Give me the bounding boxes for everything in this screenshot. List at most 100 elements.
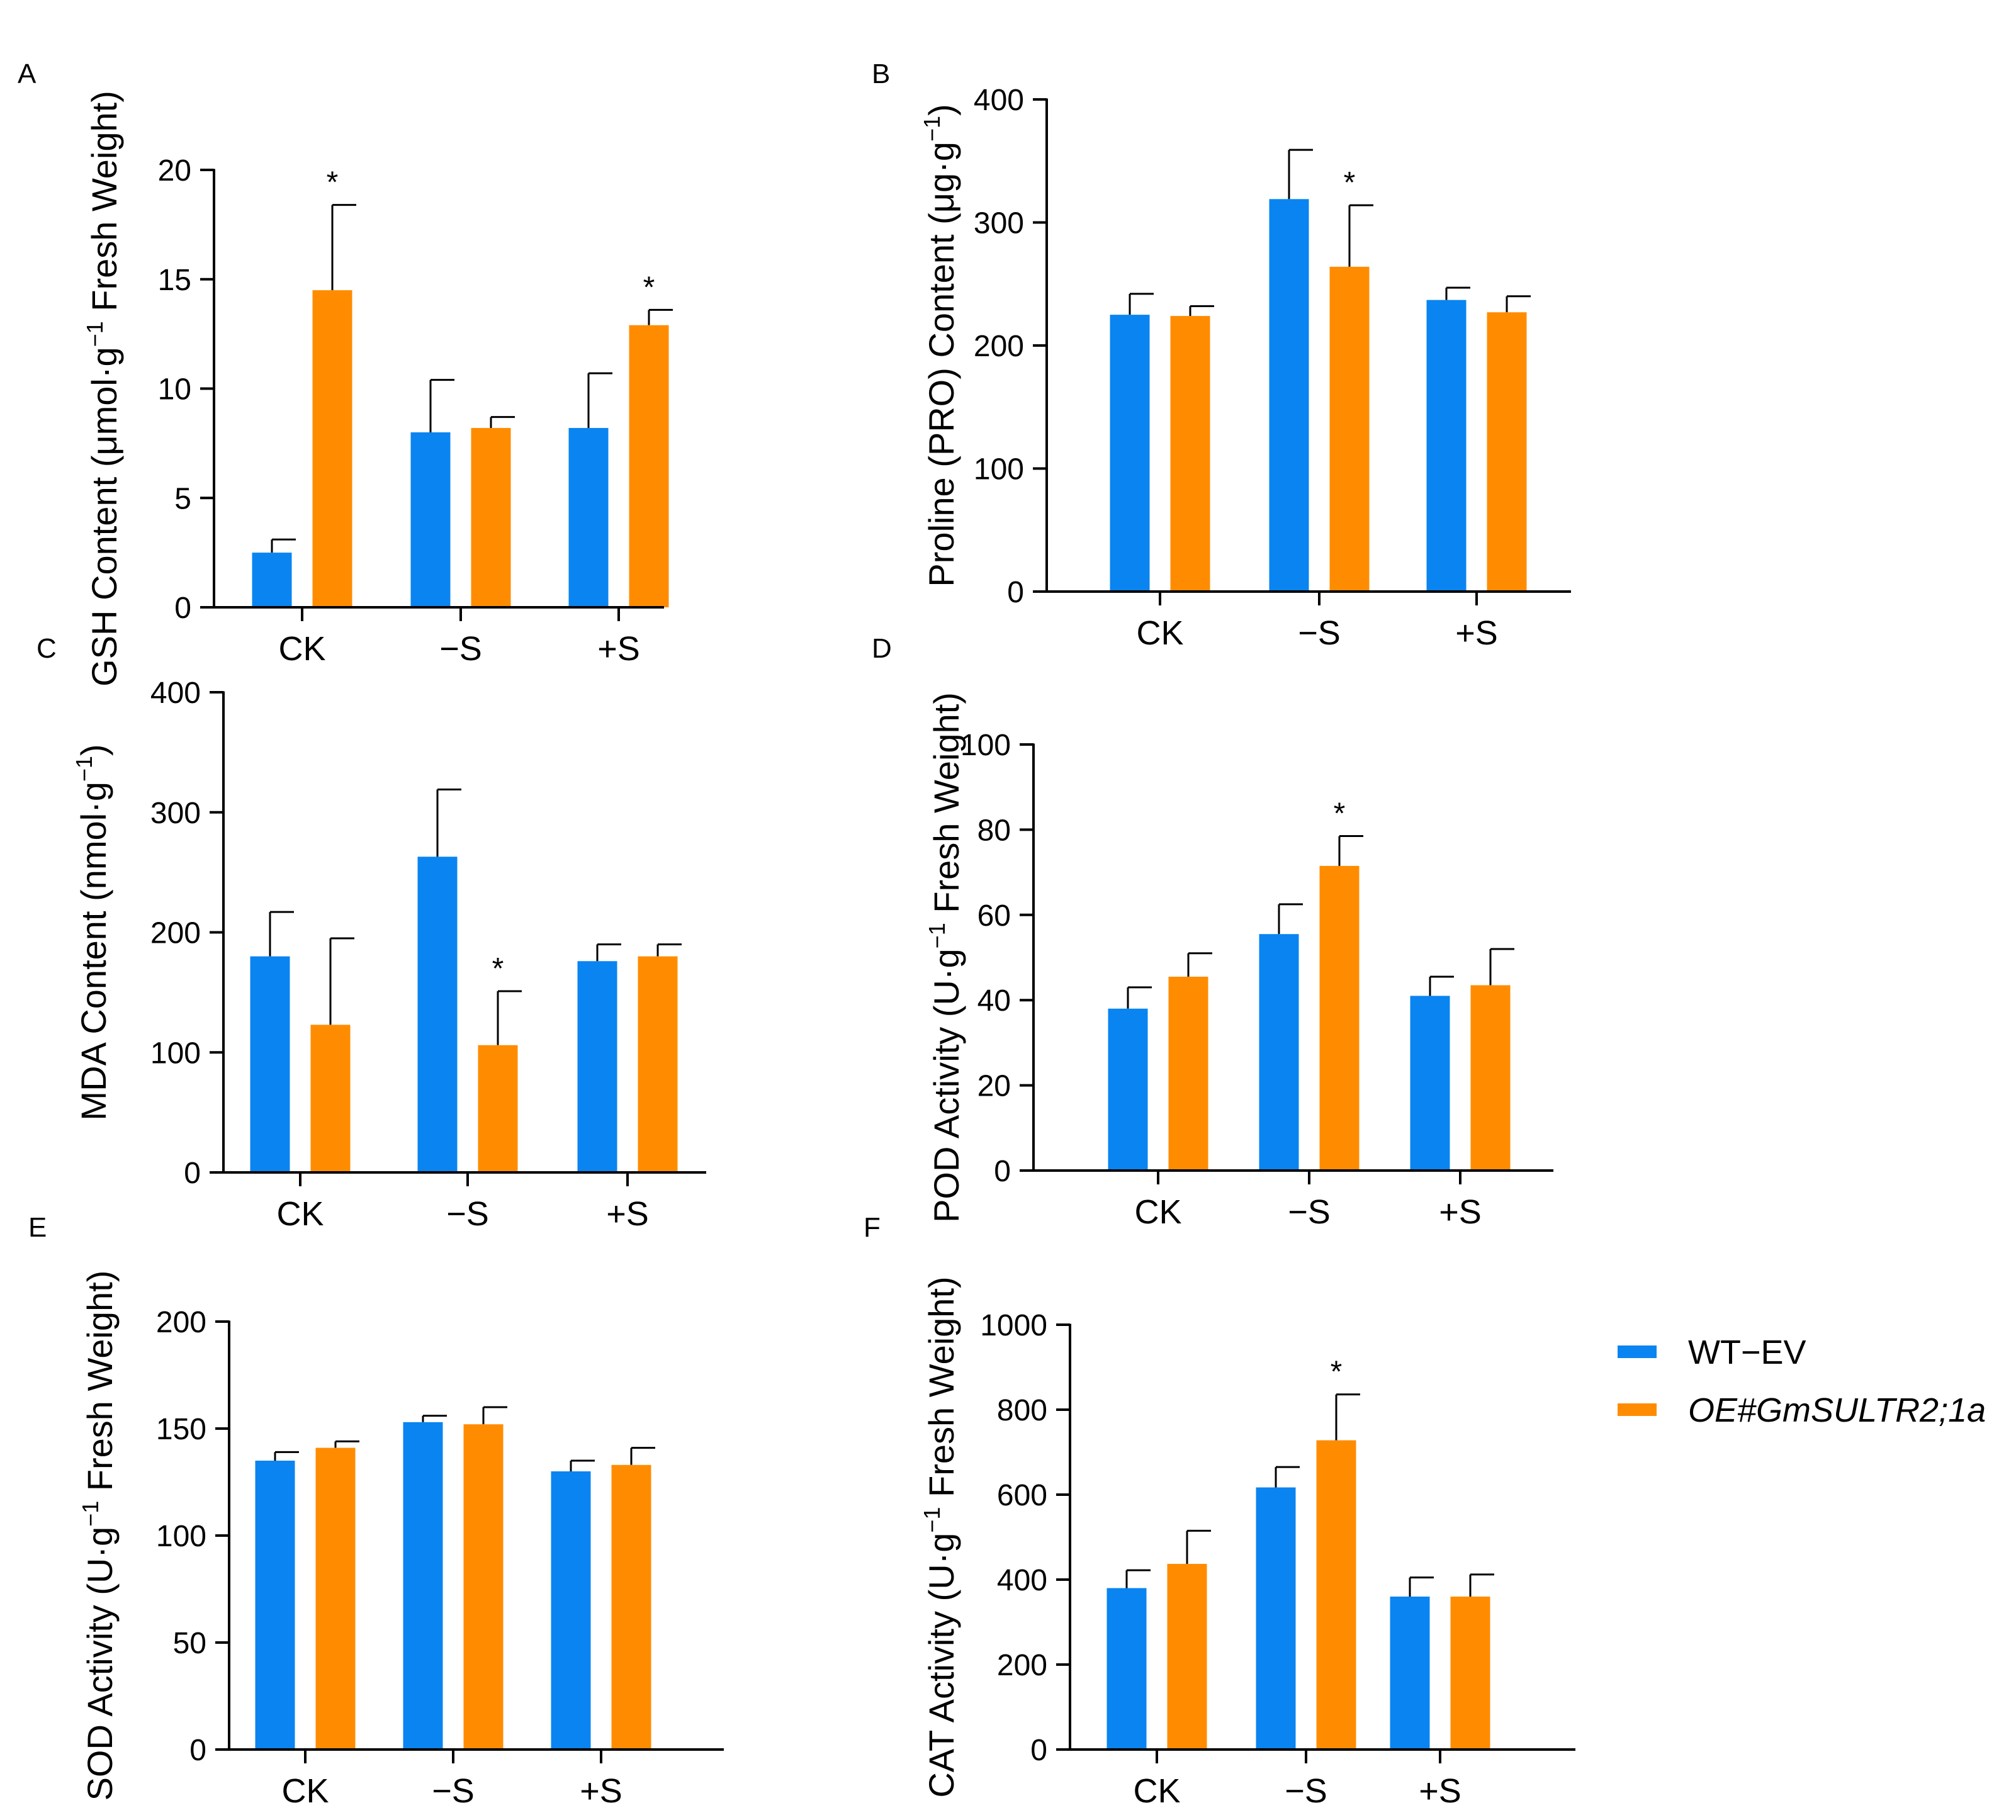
x-tick-label: −S xyxy=(1288,1193,1331,1231)
x-tick-label: CK xyxy=(1133,1772,1180,1810)
y-tick-label: 100 xyxy=(974,453,1024,486)
y-tick-label: 60 xyxy=(977,899,1011,933)
x-tick-label: −S xyxy=(439,630,482,668)
x-tick-label: +S xyxy=(597,630,640,668)
bar-oe-2 xyxy=(611,1464,651,1750)
panel-d: D * 0 20 40 60 80 100 CK −S +S POD Activity (U·g−1 … xyxy=(872,633,1553,1231)
y-axis-label: MDA Content (nmol·g−1) xyxy=(71,744,113,1120)
bar-wt-1 xyxy=(1259,934,1299,1171)
significance-mark: * xyxy=(643,271,655,304)
bar-wt-0 xyxy=(1108,1008,1148,1171)
bar-oe-0 xyxy=(312,290,352,607)
bar-wt-1 xyxy=(403,1422,443,1750)
panel-b: B * 0 100 200 300 400 CK −S +S Proline (PRO) Conte… xyxy=(872,59,1571,652)
y-tick-label: 100 xyxy=(150,1036,201,1070)
y-tick-label: 400 xyxy=(974,84,1024,117)
y-axis-label: SOD Activity (U·g−1 Fresh Weight) xyxy=(77,1271,120,1801)
y-tick-label: 200 xyxy=(150,917,201,950)
panel-c: C * 0 100 200 300 400 CK −S +S MDA Content (nmol·g… xyxy=(37,633,706,1233)
x-tick-label: +S xyxy=(580,1772,622,1810)
bar-oe-1 xyxy=(1319,865,1360,1171)
y-tick-label: 50 xyxy=(173,1627,206,1660)
bar-oe-0 xyxy=(310,1025,351,1172)
y-tick-label: 5 xyxy=(174,482,191,515)
y-tick-label: 100 xyxy=(960,729,1011,762)
legend-label-wt: WT−EV xyxy=(1688,1334,1806,1371)
significance-mark: * xyxy=(1334,797,1346,831)
bar-wt-2 xyxy=(1390,1597,1430,1750)
bar-wt-1 xyxy=(1256,1487,1296,1750)
bar-oe-0 xyxy=(1168,976,1208,1171)
y-tick-label: 15 xyxy=(158,264,191,297)
bar-wt-1 xyxy=(410,432,451,607)
bar-wt-0 xyxy=(1107,1588,1147,1750)
x-tick-label: +S xyxy=(606,1195,649,1233)
bar-oe-2 xyxy=(1450,1597,1490,1750)
x-tick-label: CK xyxy=(278,630,325,668)
y-tick-label: 600 xyxy=(997,1479,1047,1512)
x-tick-label: CK xyxy=(276,1195,324,1233)
bar-wt-2 xyxy=(1426,300,1467,592)
bar-wt-2 xyxy=(551,1471,591,1750)
y-tick-label: 0 xyxy=(994,1155,1011,1188)
x-tick-label: CK xyxy=(1134,1193,1181,1231)
panel-f: F * 0 200 400 600 800 1000 CK −S +S CAT Activity (U… xyxy=(864,1212,1575,1810)
y-tick-label: 80 xyxy=(977,814,1011,847)
y-axis-label: GSH Content (μmol·g−1 Fresh Weight) xyxy=(82,91,124,687)
y-tick-label: 10 xyxy=(158,373,191,407)
y-tick-label: 100 xyxy=(156,1520,206,1553)
legend: WT−EV OE#GmSULTR2;1a xyxy=(1618,1334,1986,1429)
bar-oe-1 xyxy=(463,1424,504,1750)
y-tick-label: 200 xyxy=(974,330,1024,363)
bar-wt-0 xyxy=(1110,315,1150,592)
significance-mark: * xyxy=(1331,1356,1343,1389)
panel-letter: E xyxy=(28,1212,47,1243)
x-tick-label: CK xyxy=(1136,614,1183,652)
y-tick-label: 40 xyxy=(977,984,1011,1018)
y-tick-label: 0 xyxy=(174,592,191,625)
bar-oe-2 xyxy=(629,325,669,607)
y-tick-label: 150 xyxy=(156,1413,206,1446)
bar-wt-2 xyxy=(568,428,609,607)
bar-oe-0 xyxy=(1167,1564,1207,1750)
x-tick-label: +S xyxy=(1439,1193,1482,1231)
bar-wt-2 xyxy=(1410,996,1450,1171)
bar-oe-2 xyxy=(1470,985,1511,1171)
y-tick-label: 400 xyxy=(997,1564,1047,1597)
bar-oe-2 xyxy=(638,956,678,1172)
bar-wt-0 xyxy=(250,956,290,1172)
x-tick-label: −S xyxy=(1285,1772,1327,1810)
bar-oe-1 xyxy=(478,1045,518,1172)
y-axis-label: POD Activity (U·g−1 Fresh Weight) xyxy=(924,692,966,1223)
panel-letter: A xyxy=(18,59,37,89)
significance-mark: * xyxy=(1344,166,1356,199)
significance-mark: * xyxy=(492,952,504,986)
bar-oe-1 xyxy=(1329,266,1370,592)
y-tick-label: 200 xyxy=(156,1306,206,1339)
bar-wt-0 xyxy=(252,553,292,607)
bar-wt-1 xyxy=(417,857,458,1172)
y-tick-label: 1000 xyxy=(980,1309,1047,1342)
chart-panels: A * * 0 5 10 15 20 CK −S +S GSH Content (μmol·g−1 F… xyxy=(18,59,1575,1810)
bar-oe-1 xyxy=(1316,1440,1356,1750)
y-tick-label: 800 xyxy=(997,1394,1047,1427)
panel-letter: B xyxy=(872,59,890,89)
bar-oe-1 xyxy=(471,428,511,607)
y-axis-label: CAT Activity (U·g−1 Fresh Weight) xyxy=(919,1276,961,1797)
x-tick-label: −S xyxy=(432,1772,475,1810)
bar-oe-2 xyxy=(1487,312,1527,592)
y-tick-label: 20 xyxy=(977,1070,1011,1103)
legend-label-oe: OE#GmSULTR2;1a xyxy=(1688,1391,1986,1429)
y-tick-label: 0 xyxy=(189,1734,206,1767)
y-tick-label: 400 xyxy=(150,677,201,710)
legend-swatch-oe xyxy=(1618,1403,1657,1416)
y-tick-label: 20 xyxy=(158,154,191,188)
panel-e: E 0 50 100 150 200 CK −S +S SOD Activity (U·g−1 F… xyxy=(28,1212,724,1810)
y-tick-label: 0 xyxy=(1007,576,1024,609)
x-tick-label: CK xyxy=(281,1772,329,1810)
bar-oe-0 xyxy=(315,1447,356,1750)
y-tick-label: 0 xyxy=(1030,1734,1047,1767)
bar-wt-0 xyxy=(255,1461,295,1750)
panel-letter: C xyxy=(37,633,57,664)
